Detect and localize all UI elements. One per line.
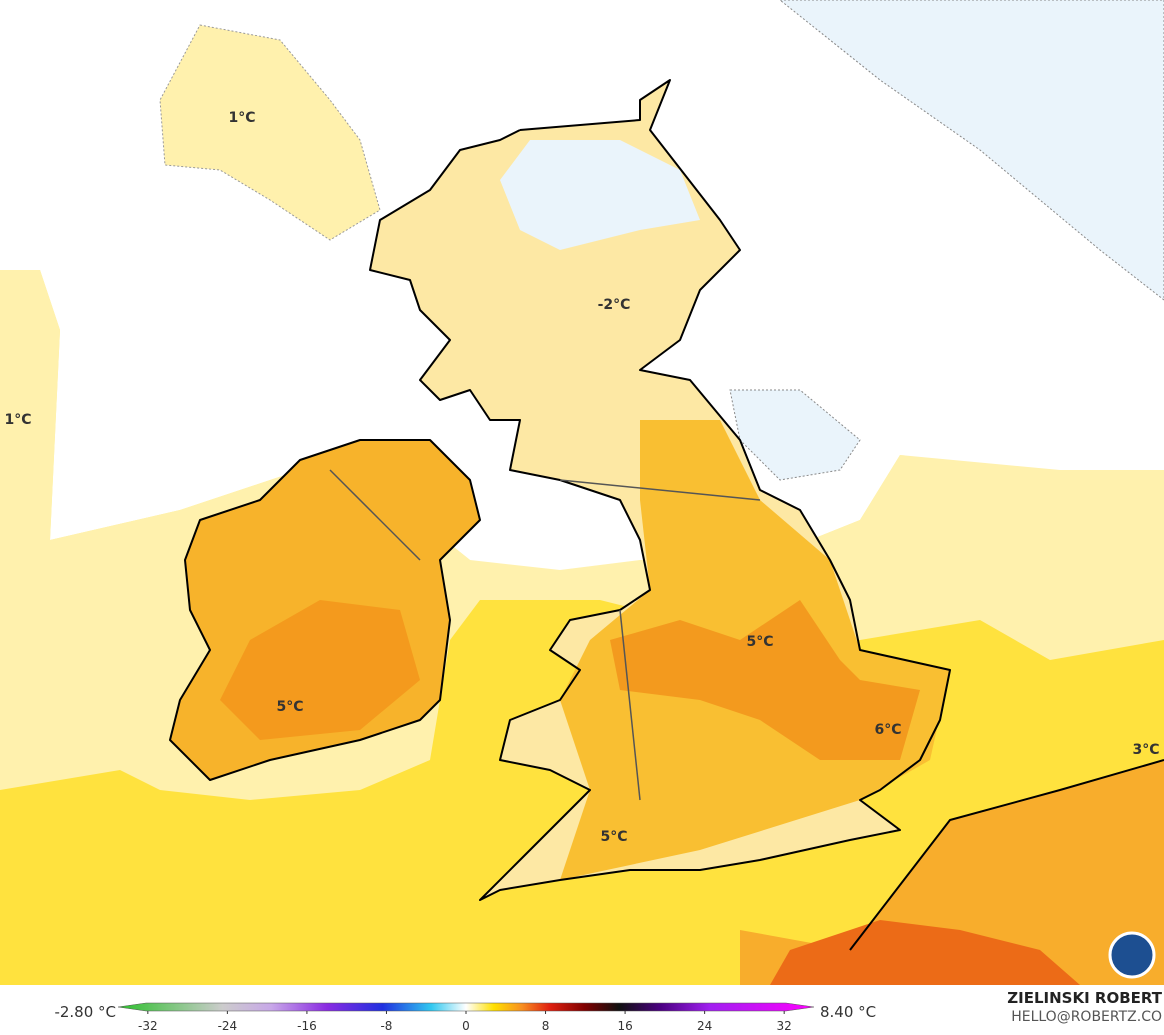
credit-name: ZIELINSKI ROBERT <box>1007 989 1162 1007</box>
border <box>329 469 421 561</box>
legend-max: 8.40 °C <box>820 1003 876 1021</box>
temp-label: 1°C <box>4 412 31 428</box>
coastline <box>369 79 951 901</box>
map: 1°C 1°C -2°C 5°C 5°C 6°C 3°C 5°C <box>0 0 1164 985</box>
colorbar-tick-label: 16 <box>617 1019 632 1033</box>
pale-patch <box>159 24 381 241</box>
colorbar-tick-label: 8 <box>542 1019 550 1033</box>
temp-label: 6°C <box>874 722 901 738</box>
colorbar-tick-label: 24 <box>697 1019 712 1033</box>
england-hot <box>610 600 920 760</box>
noaa-logo <box>1108 931 1156 979</box>
continent <box>740 760 1164 985</box>
temp-label: -2°C <box>598 297 631 313</box>
continent-hot <box>770 920 1080 985</box>
coastline <box>849 759 1164 951</box>
colorbar-tick-label: 0 <box>462 1019 470 1033</box>
colorbar-tick-label: -32 <box>138 1019 158 1033</box>
colorbar-tick-label: -16 <box>297 1019 317 1033</box>
ireland-warm <box>220 600 420 740</box>
temp-label: 3°C <box>1132 742 1159 758</box>
temp-label: 5°C <box>276 699 303 715</box>
legend: -2.80 °C 8.40 °C -32 -24 -16 -8 0 8 16 24 32 <box>54 1002 876 1033</box>
border <box>619 609 641 801</box>
credit-email: HELLO@ROBERTZ.CO <box>1011 1009 1162 1025</box>
colorbar-tick-label: 32 <box>777 1019 792 1033</box>
coastline <box>169 439 481 781</box>
legend-min: -2.80 °C <box>54 1003 116 1021</box>
temp-label: 1°C <box>228 110 255 126</box>
temp-label: 5°C <box>746 634 773 650</box>
colorbar-tick-label: -24 <box>218 1019 238 1033</box>
colorbar <box>117 1002 815 1012</box>
sea-ice <box>779 0 1164 301</box>
scotland-cold <box>500 140 700 250</box>
temp-label: 5°C <box>600 829 627 845</box>
colorbar-tick-label: -8 <box>380 1019 392 1033</box>
border <box>559 479 761 501</box>
